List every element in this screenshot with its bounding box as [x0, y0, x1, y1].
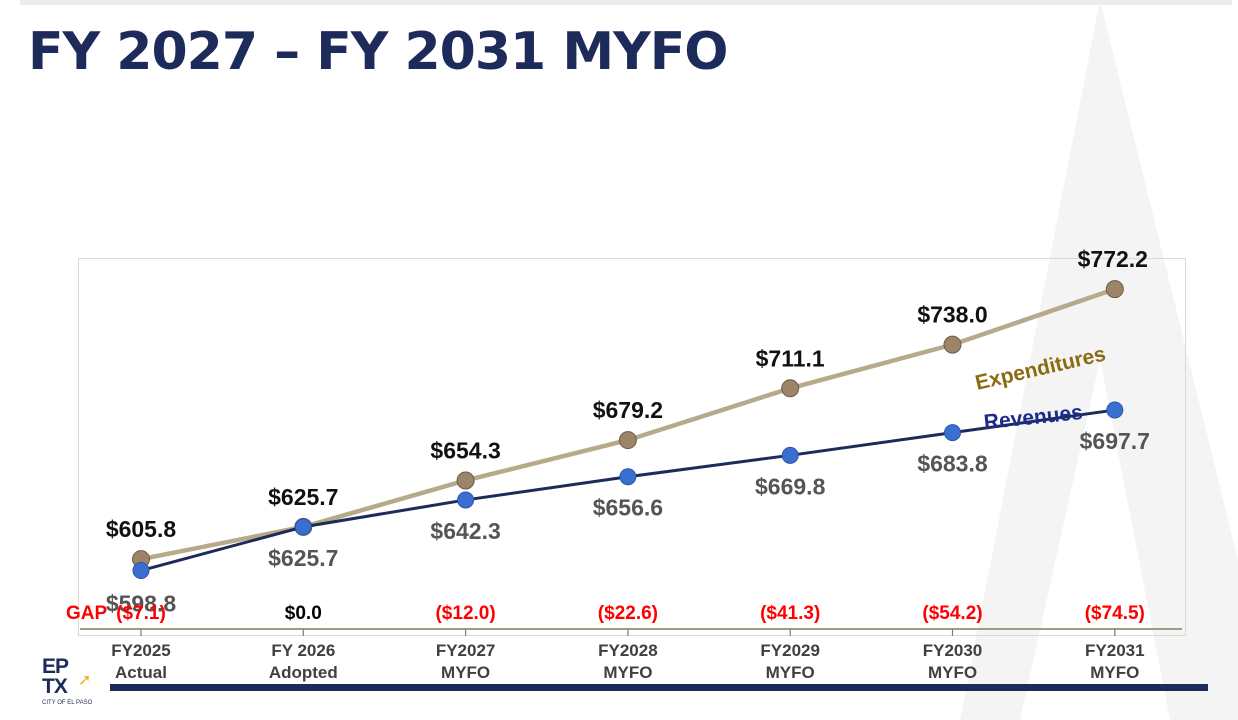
- expenditures-point: [457, 472, 474, 489]
- revenues-point: [620, 469, 636, 485]
- axis-layer: [80, 629, 1182, 636]
- revenues-point: [295, 519, 311, 535]
- expenditures-data-label: $654.3: [430, 437, 500, 463]
- x-tick-label-year: FY2025: [111, 641, 171, 660]
- x-tick-label-year: FY2031: [1085, 641, 1145, 660]
- revenues-series-label: Revenues: [983, 401, 1084, 434]
- x-tick-label-type: Adopted: [269, 663, 338, 682]
- gap-row-label: GAP: [66, 603, 108, 624]
- expenditures-point: [619, 432, 636, 449]
- revenues-data-label: $683.8: [917, 451, 988, 477]
- revenues-point: [1107, 402, 1123, 418]
- revenues-data-label: $642.3: [430, 518, 500, 544]
- x-tick-label-type: MYFO: [441, 663, 490, 682]
- revenues-data-label: $656.6: [593, 495, 663, 521]
- logo-subtitle: CITY OF EL PASO: [42, 700, 92, 706]
- x-tick-label-type: MYFO: [766, 663, 815, 682]
- expenditures-data-label: $679.2: [593, 397, 663, 423]
- gap-value: ($54.2): [922, 603, 982, 624]
- expenditures-series-label: Expenditures: [973, 342, 1108, 394]
- gap-value: ($74.5): [1085, 603, 1145, 624]
- x-tick-label-type: Actual: [115, 663, 167, 682]
- revenues-data-label: $697.7: [1080, 428, 1150, 454]
- expenditures-point: [1106, 281, 1123, 298]
- gap-value: ($41.3): [760, 603, 820, 624]
- gap-value: ($12.0): [435, 603, 495, 624]
- expenditures-data-label: $605.8: [106, 516, 177, 542]
- revenues-point: [782, 447, 798, 463]
- revenues-point: [945, 425, 961, 441]
- revenues-data-label: $625.7: [268, 545, 338, 571]
- logo-text-tx: TX: [42, 676, 67, 697]
- x-tick-label-type: MYFO: [1090, 663, 1139, 682]
- expenditures-data-label: $772.2: [1078, 246, 1148, 272]
- gap-value: ($7.1): [116, 603, 166, 624]
- category-axis-labels: FY2025 Actual FY 2026 Adopted FY2027 MYFO FY20…: [111, 641, 1144, 682]
- gap-value: $0.0: [285, 603, 322, 624]
- x-tick-label-type: MYFO: [603, 663, 652, 682]
- gap-value: ($22.6): [598, 603, 658, 624]
- gap-row: GAP ($7.1) $0.0 ($12.0) ($22.6) ($41.3) ($54.2…: [66, 603, 1145, 624]
- x-tick-label-year: FY2029: [760, 641, 820, 660]
- expenditures-point: [944, 336, 961, 353]
- x-tick-label-year: FY2030: [923, 641, 983, 660]
- x-tick-label-year: FY 2026: [271, 641, 335, 660]
- expenditures-data-label: $738.0: [917, 302, 987, 328]
- revenues-point: [133, 563, 149, 579]
- x-tick-label-year: FY2027: [436, 641, 496, 660]
- lightning-icon: ➚: [78, 670, 91, 690]
- x-tick-label-year: FY2028: [598, 641, 658, 660]
- revenues-point: [458, 492, 474, 508]
- expenditures-point: [782, 380, 799, 397]
- revenues-data-label: $669.8: [755, 473, 826, 499]
- footer-bar: [110, 684, 1208, 691]
- expenditures-data-label: $625.7: [268, 484, 338, 510]
- x-tick-label-type: MYFO: [928, 663, 977, 682]
- expenditures-data-label: $711.1: [756, 345, 825, 371]
- myfo-line-chart: $605.8 $625.7 $654.3 $679.2 $711.1 $738.0 $772…: [0, 0, 1238, 720]
- logo-text-ep: EP: [42, 656, 68, 677]
- city-logo: EP TX ➚ CITY OF EL PASO: [40, 656, 100, 712]
